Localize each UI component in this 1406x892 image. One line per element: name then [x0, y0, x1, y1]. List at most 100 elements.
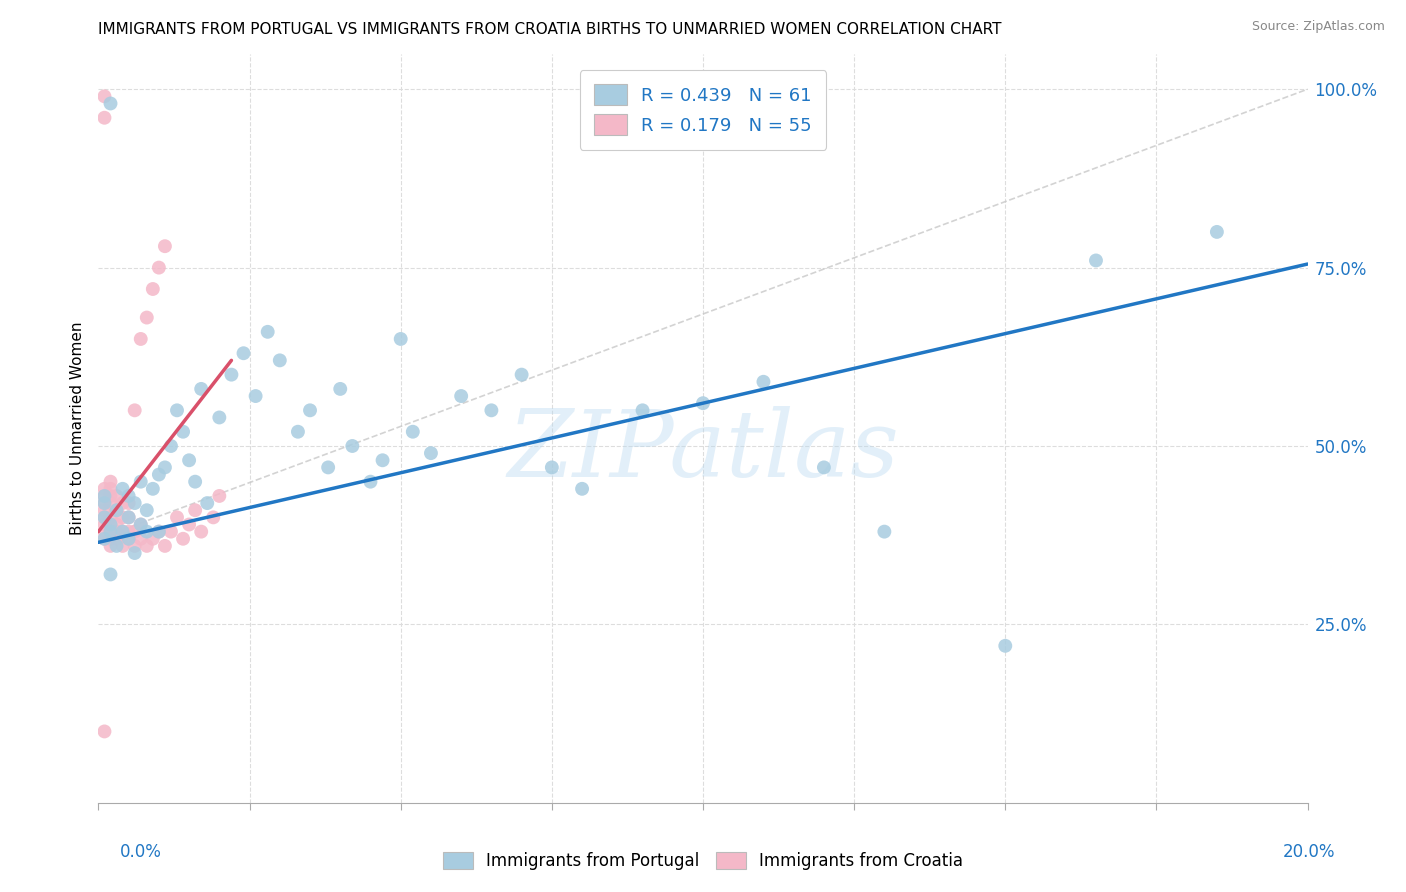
Point	[111, 524, 134, 539]
Point	[402, 425, 425, 439]
Legend: R = 0.439   N = 61, R = 0.179   N = 55: R = 0.439 N = 61, R = 0.179 N = 55	[579, 70, 827, 150]
Point	[195, 496, 218, 510]
Point	[105, 532, 128, 546]
Point	[124, 524, 146, 539]
Point	[111, 510, 134, 524]
Point	[105, 517, 128, 532]
Point	[481, 403, 503, 417]
Point	[135, 524, 157, 539]
Point	[269, 353, 291, 368]
Point	[179, 517, 201, 532]
Point	[105, 503, 128, 517]
Point	[118, 496, 141, 510]
Point	[172, 425, 194, 439]
Point	[111, 482, 134, 496]
Point	[100, 475, 122, 489]
Point	[135, 310, 157, 325]
Point	[190, 524, 212, 539]
Point	[190, 382, 212, 396]
Point	[166, 403, 188, 417]
Point	[153, 239, 176, 253]
Point	[93, 111, 115, 125]
Point	[142, 482, 165, 496]
Point	[100, 489, 122, 503]
Point	[100, 482, 122, 496]
Point	[93, 532, 115, 546]
Point	[93, 532, 115, 546]
Point	[873, 524, 896, 539]
Point	[202, 510, 225, 524]
Point	[994, 639, 1017, 653]
Point	[160, 524, 183, 539]
Point	[129, 517, 152, 532]
Point	[135, 539, 157, 553]
Point	[316, 460, 339, 475]
Point	[93, 89, 115, 103]
Point	[105, 524, 128, 539]
Point	[510, 368, 533, 382]
Point	[631, 403, 654, 417]
Point	[166, 510, 188, 524]
Point	[540, 460, 562, 475]
Point	[93, 524, 115, 539]
Text: ZIPatlas: ZIPatlas	[508, 406, 898, 496]
Point	[232, 346, 254, 360]
Point	[93, 496, 115, 510]
Point	[111, 539, 134, 553]
Point	[100, 517, 122, 532]
Point	[450, 389, 472, 403]
Point	[160, 439, 183, 453]
Point	[153, 539, 176, 553]
Point	[153, 460, 176, 475]
Point	[93, 496, 115, 510]
Point	[118, 532, 141, 546]
Y-axis label: Births to Unmarried Women: Births to Unmarried Women	[69, 321, 84, 535]
Point	[148, 467, 170, 482]
Point	[184, 503, 207, 517]
Point	[148, 260, 170, 275]
Point	[692, 396, 714, 410]
Point	[1085, 253, 1108, 268]
Point	[342, 439, 364, 453]
Point	[118, 489, 141, 503]
Point	[179, 453, 201, 467]
Point	[172, 532, 194, 546]
Text: Source: ZipAtlas.com: Source: ZipAtlas.com	[1251, 20, 1385, 33]
Point	[129, 532, 152, 546]
Point	[118, 532, 141, 546]
Point	[124, 539, 146, 553]
Text: 0.0%: 0.0%	[120, 843, 162, 861]
Text: 20.0%: 20.0%	[1284, 843, 1336, 861]
Point	[93, 510, 115, 524]
Point	[93, 489, 115, 503]
Point	[105, 539, 128, 553]
Point	[100, 567, 122, 582]
Point	[208, 410, 231, 425]
Point	[100, 496, 122, 510]
Point	[752, 375, 775, 389]
Point	[142, 532, 165, 546]
Point	[329, 382, 352, 396]
Point	[148, 524, 170, 539]
Point	[93, 482, 115, 496]
Text: IMMIGRANTS FROM PORTUGAL VS IMMIGRANTS FROM CROATIA BIRTHS TO UNMARRIED WOMEN CO: IMMIGRANTS FROM PORTUGAL VS IMMIGRANTS F…	[98, 22, 1002, 37]
Point	[124, 403, 146, 417]
Point	[245, 389, 267, 403]
Point	[93, 510, 115, 524]
Point	[299, 403, 322, 417]
Point	[100, 524, 122, 539]
Point	[360, 475, 382, 489]
Legend: Immigrants from Portugal, Immigrants from Croatia: Immigrants from Portugal, Immigrants fro…	[436, 845, 970, 877]
Point	[184, 475, 207, 489]
Point	[142, 282, 165, 296]
Point	[100, 96, 122, 111]
Point	[124, 546, 146, 560]
Point	[813, 460, 835, 475]
Point	[389, 332, 412, 346]
Point	[100, 532, 122, 546]
Point	[100, 510, 122, 524]
Point	[93, 489, 115, 503]
Point	[93, 724, 115, 739]
Point	[118, 510, 141, 524]
Point	[129, 475, 152, 489]
